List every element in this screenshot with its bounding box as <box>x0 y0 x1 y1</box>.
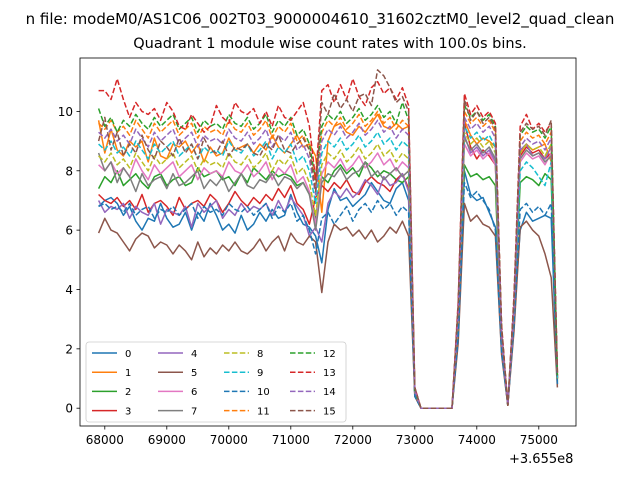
legend-label-6: 6 <box>191 387 197 398</box>
x-tick-label: 75000 <box>520 433 558 447</box>
series-line-14 <box>98 116 559 409</box>
legend-label-5: 5 <box>191 368 197 379</box>
legend-label-13: 13 <box>323 368 336 379</box>
x-tick-label: 68000 <box>86 433 124 447</box>
legend-label-14: 14 <box>323 387 336 398</box>
series-lines <box>97 69 559 409</box>
x-tick-label: 70000 <box>210 433 248 447</box>
x-tick-label: 74000 <box>458 433 496 447</box>
legend-label-3: 3 <box>125 406 131 417</box>
y-tick-label: 0 <box>65 402 73 416</box>
axes: 68000 69000 70000 71000 72000 73000 74000 75000… <box>58 57 577 447</box>
x-tick-label: 73000 <box>396 433 434 447</box>
series-line-10 <box>98 181 559 409</box>
chart-title: Quadrant 1 module wise count rates with … <box>133 36 527 52</box>
y-tick-label: 6 <box>65 224 73 238</box>
series-line-6 <box>98 143 559 409</box>
series-line-13 <box>98 78 559 409</box>
y-tick-label: 10 <box>58 105 73 119</box>
y-tick-label: 8 <box>65 164 73 178</box>
series-line-9 <box>98 125 559 409</box>
y-tick-label: 4 <box>65 283 73 297</box>
x-tick-label: 72000 <box>334 433 372 447</box>
y-tick-label: 2 <box>65 342 73 356</box>
legend-label-4: 4 <box>191 349 197 360</box>
x-tick-label: 71000 <box>272 433 310 447</box>
legend-label-9: 9 <box>257 368 263 379</box>
series-line-5 <box>97 202 559 409</box>
series-line-11 <box>98 110 559 409</box>
x-tick-label: 69000 <box>148 433 186 447</box>
x-axis-offset-label: +3.655e8 <box>509 452 574 467</box>
figure-suptitle: n file: modeM0/AS1C06_002T03_9000004610_… <box>25 10 615 28</box>
series-line-7 <box>97 137 559 409</box>
legend-label-8: 8 <box>257 349 263 360</box>
legend-label-11: 11 <box>257 406 270 417</box>
legend-label-1: 1 <box>125 368 131 379</box>
legend-label-10: 10 <box>257 387 270 398</box>
legend-label-7: 7 <box>191 406 197 417</box>
legend-label-2: 2 <box>125 387 131 398</box>
series-line-15 <box>97 69 559 409</box>
series-line-8 <box>98 131 559 409</box>
legend-label-12: 12 <box>323 349 336 360</box>
series-line-4 <box>97 134 559 409</box>
legend-label-15: 15 <box>323 406 336 417</box>
series-line-12 <box>97 101 559 409</box>
legend-box <box>85 341 347 423</box>
axes-frame <box>79 57 577 427</box>
legend-label-0: 0 <box>125 349 131 360</box>
